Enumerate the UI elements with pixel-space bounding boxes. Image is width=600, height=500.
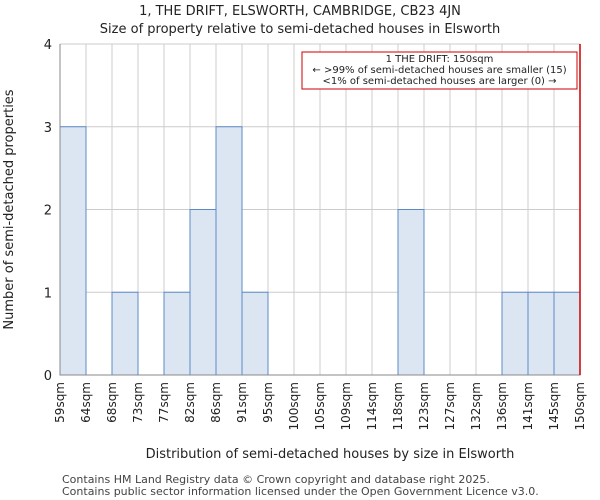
histogram-bar bbox=[501, 291, 529, 376]
x-tick-label: 118sqm bbox=[391, 382, 405, 430]
x-tick-label: 86sqm bbox=[209, 382, 223, 423]
annotation-box bbox=[301, 51, 578, 90]
annotation-line: 1 THE DRIFT: 150sqm bbox=[386, 54, 494, 65]
histogram-bar bbox=[189, 209, 217, 376]
histogram-bar bbox=[553, 291, 581, 376]
histogram-bar bbox=[241, 291, 269, 376]
chart-subtitle: Size of property relative to semi-detach… bbox=[99, 22, 501, 37]
x-tick-label: 64sqm bbox=[79, 382, 93, 423]
histogram-bar bbox=[111, 291, 139, 376]
x-tick-label: 150sqm bbox=[573, 382, 587, 430]
x-tick-label: 77sqm bbox=[157, 382, 171, 423]
x-tick-label: 109sqm bbox=[339, 382, 353, 430]
histogram-bar bbox=[527, 291, 555, 376]
histogram-bar bbox=[163, 291, 191, 376]
x-tick-label: 91sqm bbox=[235, 382, 249, 423]
histogram-bar bbox=[397, 209, 425, 376]
histogram-bar bbox=[59, 126, 87, 376]
x-tick-label: 95sqm bbox=[261, 382, 275, 423]
x-tick-label: 73sqm bbox=[131, 382, 145, 423]
y-tick-label: 2 bbox=[44, 204, 52, 219]
y-tick-label: 3 bbox=[44, 121, 52, 136]
y-axis-label: Number of semi-detached properties bbox=[2, 89, 17, 329]
x-tick-label: 132sqm bbox=[469, 382, 483, 430]
chart-title: 1, THE DRIFT, ELSWORTH, CAMBRIDGE, CB23 … bbox=[139, 4, 461, 19]
footer-line-1: Contains HM Land Registry data © Crown c… bbox=[62, 473, 490, 486]
annotation-line: ← >99% of semi-detached houses are small… bbox=[312, 65, 566, 76]
histogram-bar bbox=[215, 126, 243, 376]
x-tick-label: 82sqm bbox=[183, 382, 197, 423]
y-tick-label: 1 bbox=[44, 286, 52, 301]
x-axis-label: Distribution of semi-detached houses by … bbox=[146, 447, 515, 462]
annotation-line: <1% of semi-detached houses are larger (… bbox=[322, 76, 556, 87]
x-tick-label: 145sqm bbox=[547, 382, 561, 430]
x-tick-label: 123sqm bbox=[417, 382, 431, 430]
x-tick-label: 59sqm bbox=[53, 382, 67, 423]
x-tick-label: 136sqm bbox=[495, 382, 509, 430]
x-tick-label: 141sqm bbox=[521, 382, 535, 430]
footer-line-2: Contains public sector information licen… bbox=[62, 485, 539, 498]
y-tick-label: 0 bbox=[44, 369, 52, 384]
x-tick-label: 114sqm bbox=[365, 382, 379, 430]
x-tick-label: 127sqm bbox=[443, 382, 457, 430]
x-tick-label: 105sqm bbox=[313, 382, 327, 430]
x-tick-label: 100sqm bbox=[287, 382, 301, 430]
y-tick-label: 4 bbox=[44, 38, 52, 53]
x-tick-label: 68sqm bbox=[105, 382, 119, 423]
